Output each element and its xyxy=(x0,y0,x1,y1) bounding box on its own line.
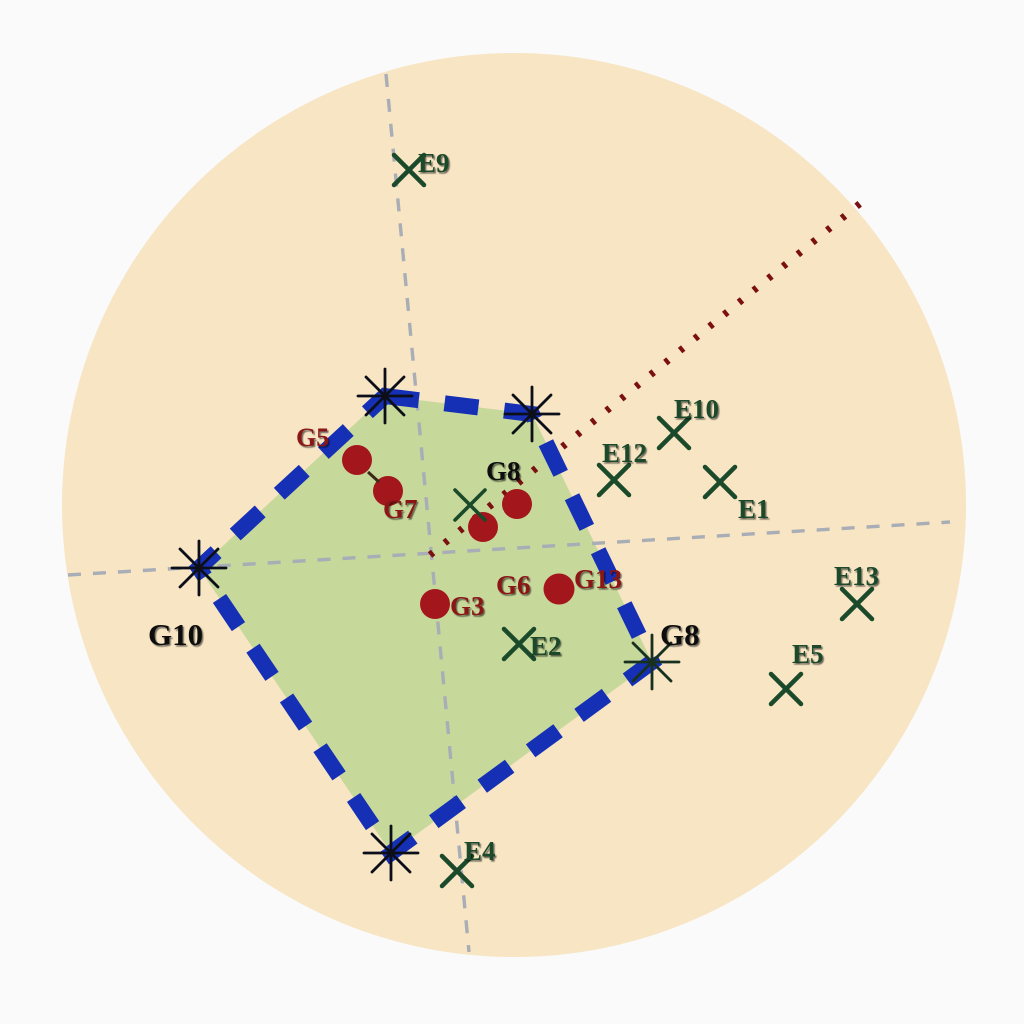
svg-text:E12: E12 xyxy=(602,438,647,468)
svg-text:G5: G5 xyxy=(296,423,329,452)
svg-text:E5: E5 xyxy=(792,639,824,669)
svg-text:E13: E13 xyxy=(834,561,879,591)
svg-text:E9: E9 xyxy=(418,148,450,178)
svg-text:G8: G8 xyxy=(486,456,521,486)
svg-text:G13: G13 xyxy=(574,564,622,594)
svg-text:G8: G8 xyxy=(660,617,700,652)
svg-text:E4: E4 xyxy=(464,836,496,866)
svg-text:G3: G3 xyxy=(450,591,485,621)
svg-text:E1: E1 xyxy=(738,494,770,524)
svg-text:E10: E10 xyxy=(674,394,719,424)
svg-text:G7: G7 xyxy=(383,494,418,524)
svg-text:E2: E2 xyxy=(530,631,562,661)
svg-text:G10: G10 xyxy=(148,617,203,652)
svg-text:G6: G6 xyxy=(496,570,531,600)
